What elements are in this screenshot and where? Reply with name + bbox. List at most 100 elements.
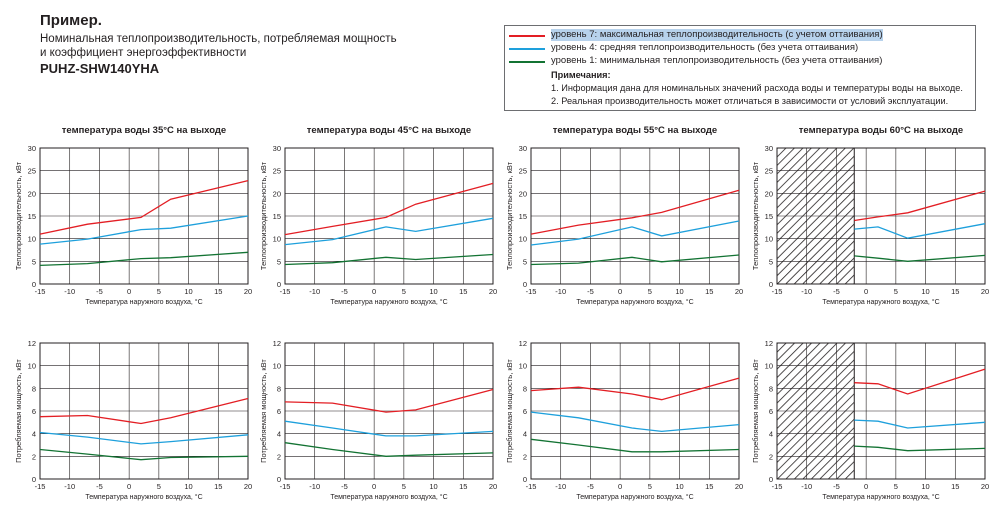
r1c3-xtick-label: -10 <box>555 287 566 296</box>
r2c3-ytick-label: 6 <box>523 407 527 416</box>
r1c4-ytick-label: 25 <box>765 167 773 176</box>
r1c2-xtick-label: 20 <box>489 287 497 296</box>
r2c2-xtick-label: 5 <box>402 482 406 491</box>
r2c4-ytick-label: 2 <box>769 452 773 461</box>
r2c4-ytick-label: 8 <box>769 384 773 393</box>
r2c2-ytick-label: 6 <box>277 407 281 416</box>
note-1: 1. Информация дана для номинальных значе… <box>551 83 963 93</box>
r1c2-ytick-label: 20 <box>273 189 281 198</box>
r1c2-xtick-label: 0 <box>372 287 376 296</box>
r1c3-ytick-label: 10 <box>519 235 527 244</box>
r2c4-xtick-label: 15 <box>951 482 959 491</box>
r1c2-xtick-label: 15 <box>459 287 467 296</box>
r1c3-xtick-label: -5 <box>587 287 594 296</box>
r1c2-ytick-label: 25 <box>273 167 281 176</box>
r1c4-xtick-label: 10 <box>921 287 929 296</box>
r2c2-xtick-label: 0 <box>372 482 376 491</box>
r2c4-ytick-label: 12 <box>765 339 773 348</box>
r2c2-ytick-label: 0 <box>277 475 281 484</box>
r1c4-xtick-label: 0 <box>864 287 868 296</box>
r1c3-xaxis-label: Температура наружного воздуха, °С <box>576 298 693 306</box>
r2c4-series-level-1 <box>854 445 986 452</box>
r2c4-xtick-label: 20 <box>981 482 989 491</box>
r2c1-xtick-label: -15 <box>35 482 46 491</box>
r2c1-series-level-7 <box>39 397 249 425</box>
r1c1-xtick-label: -10 <box>64 287 75 296</box>
r2c1-series-level-4 <box>39 431 249 445</box>
r2c2-xtick-label: 10 <box>429 482 437 491</box>
r2c1-xaxis-label: Температура наружного воздуха, °С <box>85 493 202 501</box>
r1c4-yaxis-label: Теплопроизводительность, кВт <box>751 161 760 270</box>
r2c3-ytick-label: 8 <box>523 384 527 393</box>
r1c1-ytick-label: 10 <box>28 235 36 244</box>
legend-label-level-1: уровень 1: минимальная теплопроизводител… <box>551 55 883 66</box>
r2c4-series-level-7 <box>854 368 986 395</box>
r1c1-xtick-label: 5 <box>157 287 161 296</box>
r1c4-ytick-label: 20 <box>765 189 773 198</box>
legend-notes: Примечания: 1. Информация дана для номин… <box>551 69 963 108</box>
r2c2-xtick-label: -10 <box>309 482 320 491</box>
r1c2-ytick-label: 30 <box>273 144 281 153</box>
column-title-3: температура воды 55°С на выходе <box>553 125 717 136</box>
r1c1-ytick-label: 20 <box>28 189 36 198</box>
r2c1-yaxis-label: Потребляемая мощность, кВт <box>14 359 23 463</box>
r1c1-xtick-label: 10 <box>184 287 192 296</box>
r2c4-ytick-label: 0 <box>769 475 773 484</box>
r2c1-ytick-label: 6 <box>32 407 36 416</box>
r1c3-xtick-label: 15 <box>705 287 713 296</box>
legend-box: уровень 7: максимальная теплопроизводите… <box>504 25 976 111</box>
r1c1-series-level-7 <box>39 179 249 235</box>
subtitle-line-1: Номинальная теплопроизводительность, пот… <box>40 33 397 45</box>
r2c3-ytick-label: 0 <box>523 475 527 484</box>
page-title: Пример. <box>40 12 102 29</box>
r2c3-plot-frame <box>530 342 740 480</box>
r2c1-ytick-label: 2 <box>32 452 36 461</box>
r2c2-series-level-4 <box>284 420 494 437</box>
r1c2-ytick-label: 5 <box>277 257 281 266</box>
r1c4-ytick-label: 30 <box>765 144 773 153</box>
r2c1-xtick-label: 10 <box>184 482 192 491</box>
r1c3-ytick-label: 20 <box>519 189 527 198</box>
r2c3-xtick-label: -15 <box>526 482 537 491</box>
r2c1-series-level-1 <box>39 448 249 461</box>
r2c1-ytick-label: 8 <box>32 384 36 393</box>
r1c2-xtick-label: 5 <box>402 287 406 296</box>
r1c2-xtick-label: -15 <box>280 287 291 296</box>
r2c1-xtick-label: 0 <box>127 482 131 491</box>
r2c1-ytick-label: 10 <box>28 362 36 371</box>
r1c4-series-level-1 <box>854 254 986 262</box>
r1c3-plot-frame <box>530 147 740 285</box>
r1c3-ytick-label: 25 <box>519 167 527 176</box>
r2c2-ytick-label: 4 <box>277 430 281 439</box>
r2c3-xtick-label: -10 <box>555 482 566 491</box>
r1c2-series-level-4 <box>284 217 494 246</box>
r2c3-yaxis-label: Потребляемая мощность, кВт <box>505 359 514 463</box>
r1c1-ytick-label: 25 <box>28 167 36 176</box>
r2c4-xtick-label: 5 <box>894 482 898 491</box>
r1c4-ytick-label: 5 <box>769 257 773 266</box>
r1c4-xtick-label: 15 <box>951 287 959 296</box>
r1c4-series-level-4 <box>854 223 986 239</box>
r1c1-xtick-label: -15 <box>35 287 46 296</box>
r2c4-xtick-label: -15 <box>772 482 783 491</box>
r2c2-series-level-7 <box>284 388 494 413</box>
r1c4-ytick-label: 15 <box>765 212 773 221</box>
r2c2-xtick-label: -5 <box>341 482 348 491</box>
r2c3-xtick-label: 0 <box>618 482 622 491</box>
r1c3-series-level-7 <box>530 189 740 235</box>
r2c3-series-level-7 <box>530 377 740 401</box>
r1c1-ytick-label: 0 <box>32 280 36 289</box>
r1c2-xaxis-label: Температура наружного воздуха, °С <box>330 298 447 306</box>
r1c4-ytick-label: 10 <box>765 235 773 244</box>
r2c1-xtick-label: 15 <box>214 482 222 491</box>
legend-line-level-7 <box>509 35 545 37</box>
r2c2-plot-frame <box>284 342 494 480</box>
r2c1-ytick-label: 0 <box>32 475 36 484</box>
r2c1-ytick-label: 12 <box>28 339 36 348</box>
r2c3-xtick-label: 20 <box>735 482 743 491</box>
r2c1-xtick-label: 20 <box>244 482 252 491</box>
r1c2-ytick-label: 0 <box>277 280 281 289</box>
r1c1-xaxis-label: Температура наружного воздуха, °С <box>85 298 202 306</box>
r2c4-xtick-label: 0 <box>864 482 868 491</box>
r2c3-ytick-label: 4 <box>523 430 527 439</box>
